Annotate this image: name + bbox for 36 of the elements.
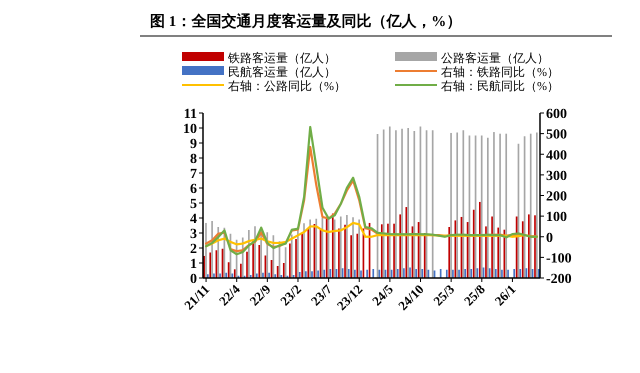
x-tick-label: 24/5 xyxy=(369,281,396,308)
y-tick-label: 4 xyxy=(190,212,197,227)
y-tick-label: 5 xyxy=(190,197,197,212)
y2-tick-label: 100 xyxy=(546,210,567,226)
y-tick-label: 0 xyxy=(190,272,197,287)
legend-label: 右轴：民航同比（%） xyxy=(441,79,559,93)
legend-label: 铁路客运量（亿人） xyxy=(227,51,336,65)
legend-label: 右轴：铁路同比（%） xyxy=(441,65,559,79)
legend-label: 民航客运量（亿人） xyxy=(228,65,336,79)
y-tick-label: 3 xyxy=(190,227,197,242)
legend-label: 右轴：公路同比（%） xyxy=(228,79,346,93)
y-tick-label: 9 xyxy=(190,137,197,152)
x-tick-label: 23/7 xyxy=(308,281,336,308)
x-tick-label: 22/4 xyxy=(216,281,244,308)
y-tick-label: 8 xyxy=(190,152,197,167)
y2-tick-label: 600 xyxy=(546,107,567,122)
x-tick-label: 25/8 xyxy=(460,281,488,308)
legend-label: 公路客运量（亿人） xyxy=(441,51,549,65)
y2-tick-label: 400 xyxy=(546,148,567,164)
y-tick-label: 6 xyxy=(190,182,197,197)
y-tick-label: 1 xyxy=(190,257,197,272)
y2-tick-label: -100 xyxy=(546,251,572,266)
y-tick-label: 7 xyxy=(190,167,197,182)
y2-tick-label: 300 xyxy=(546,168,567,184)
y-tick-label: 2 xyxy=(190,242,197,257)
x-tick-label: 23/2 xyxy=(277,282,304,308)
x-tick-label: 22/9 xyxy=(246,281,274,308)
chart-title: 图 1：全国交通月度客运量及同比（亿人，%） xyxy=(150,12,462,30)
x-tick-label: 25/3 xyxy=(430,281,458,308)
y-tick-label: 10 xyxy=(183,122,197,137)
y2-tick-label: -200 xyxy=(546,272,572,287)
y2-tick-label: 500 xyxy=(546,128,567,143)
y2-tick-label: 200 xyxy=(546,190,567,204)
y2-tick-label: 0 xyxy=(546,230,553,246)
x-tick-label: 26/1 xyxy=(492,282,519,308)
y-tick-label: 11 xyxy=(184,107,197,122)
